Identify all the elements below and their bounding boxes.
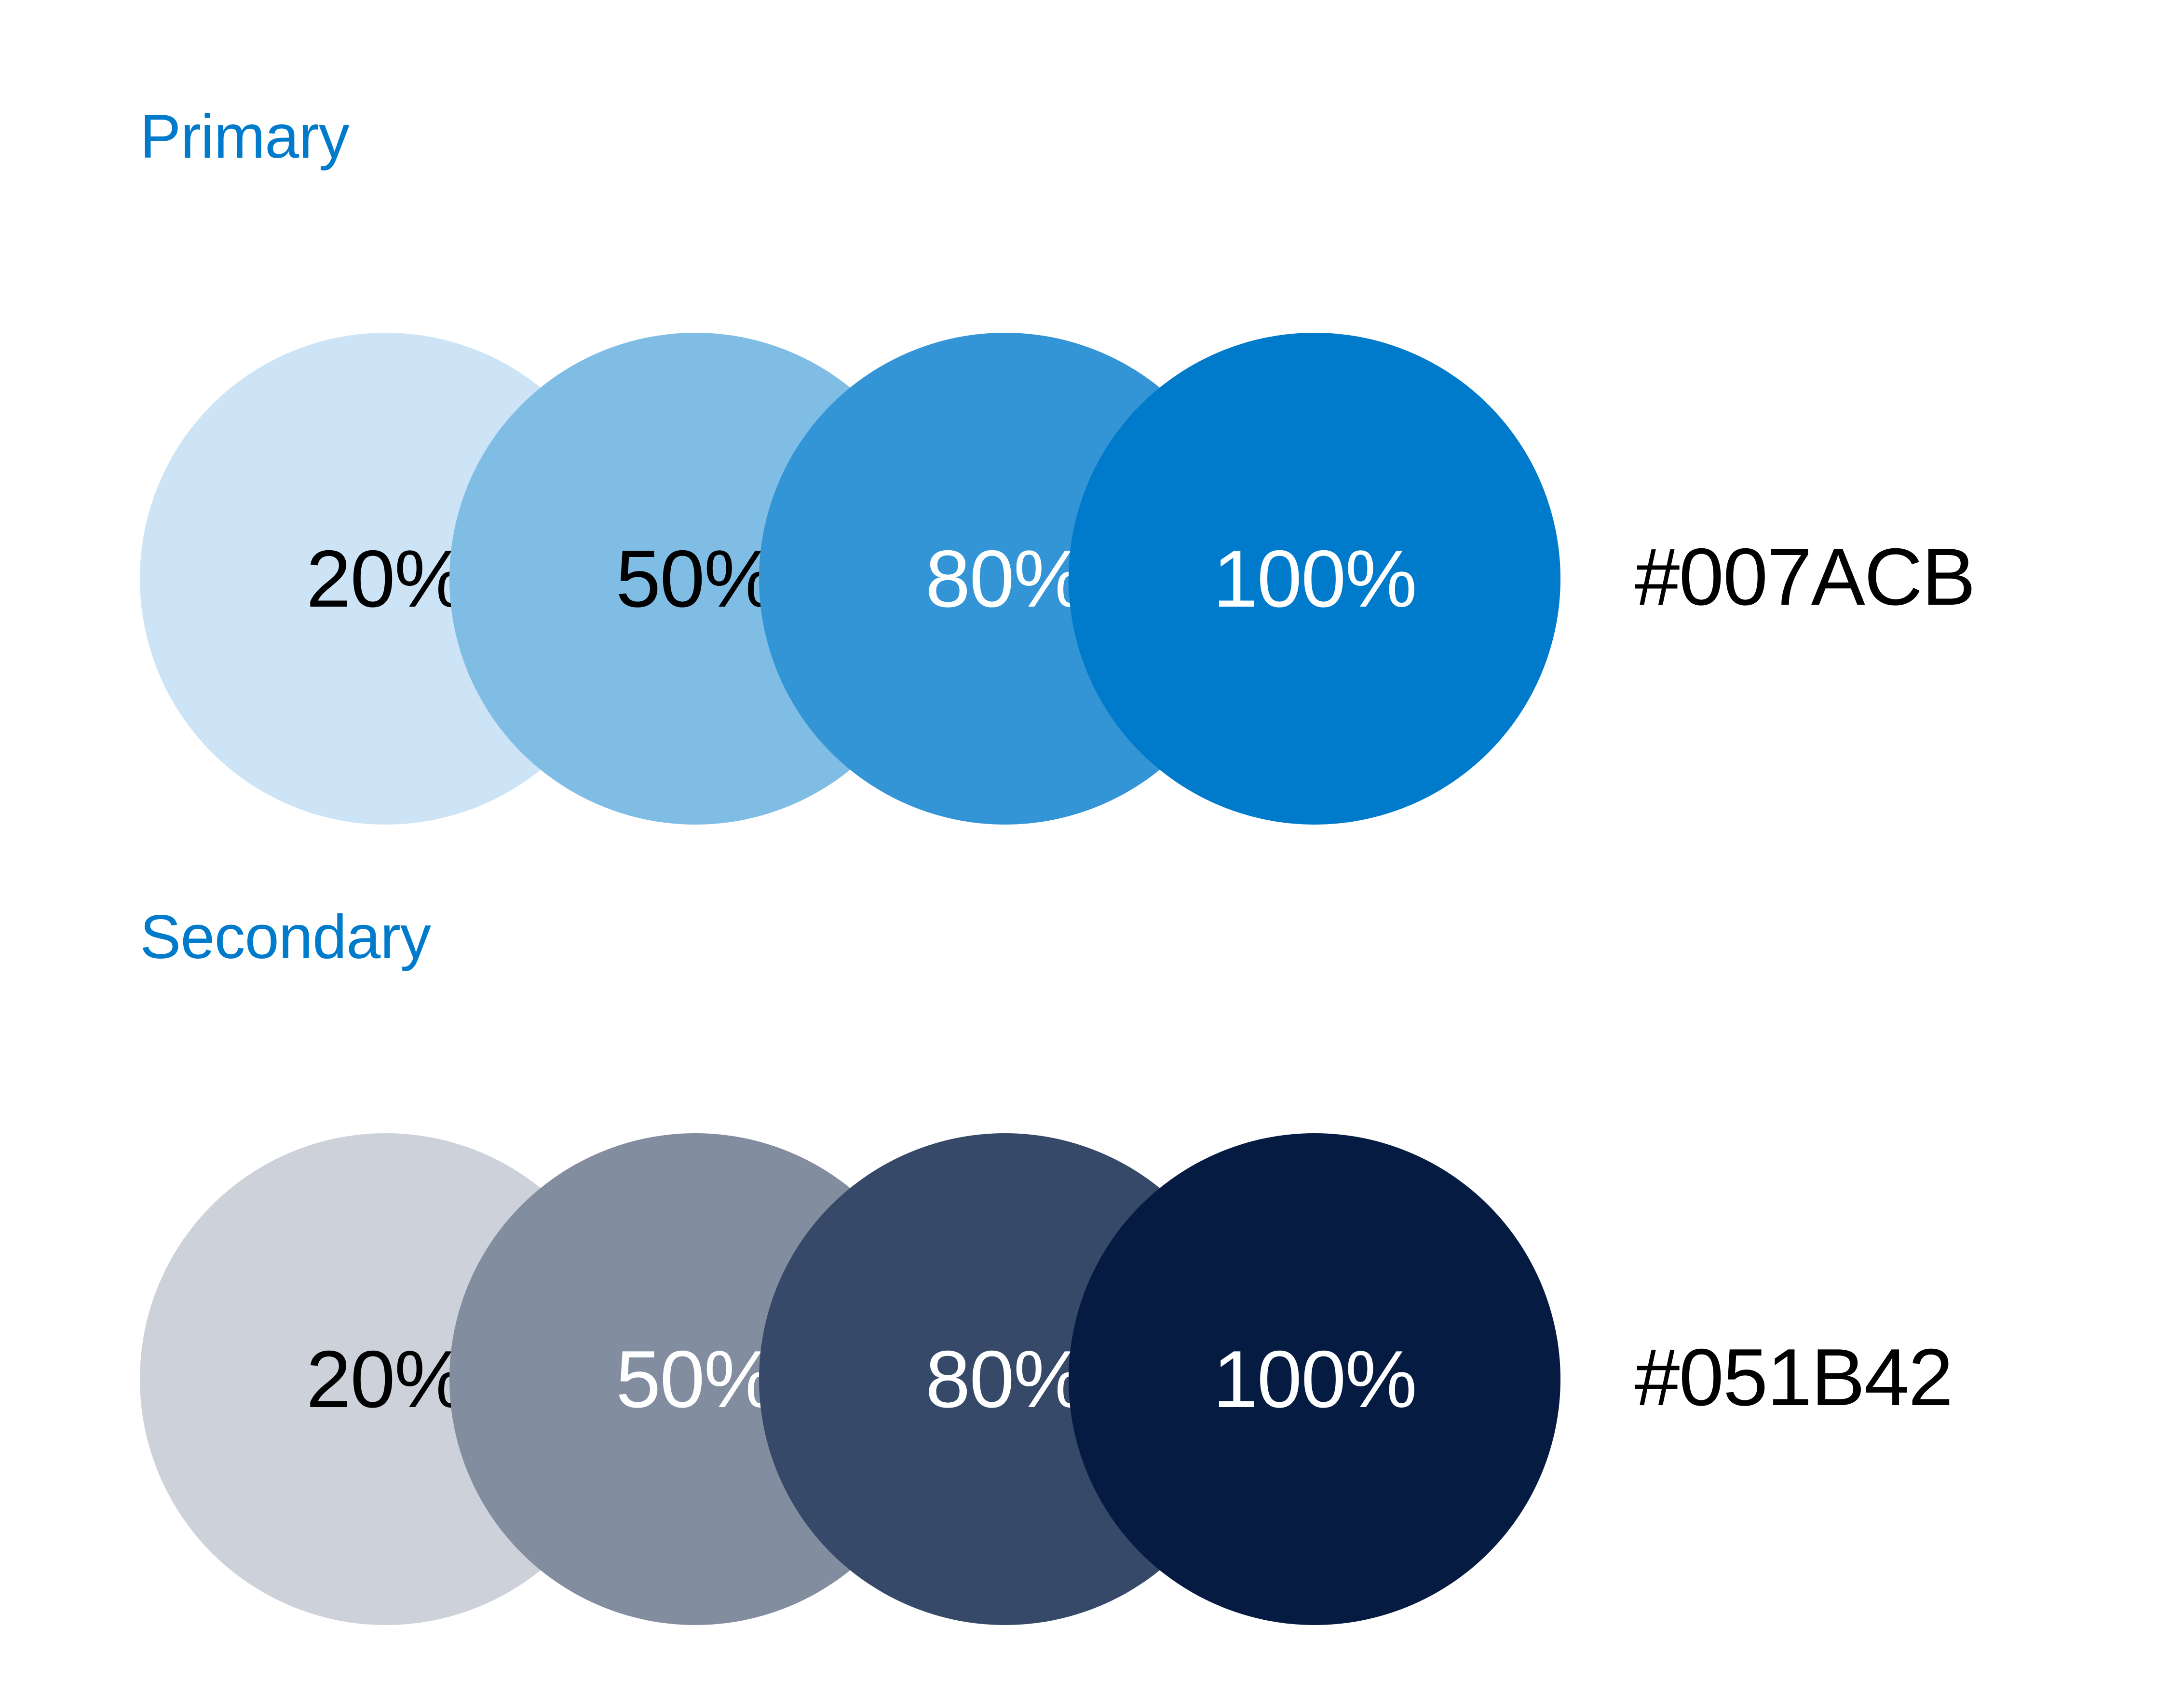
swatch-label: 20% (306, 1334, 466, 1424)
hex-code: #007ACB (1635, 531, 1976, 622)
swatch-label: 50% (615, 1334, 776, 1424)
primary-palette: Primary 20% 50% 80% 100% #007ACB (0, 0, 2170, 825)
swatch-label: 20% (306, 533, 466, 624)
swatch-label: 80% (925, 533, 1085, 624)
swatch-100: 100% (1069, 1133, 1560, 1625)
swatch-row: 20% 50% 80% 100% (0, 800, 2170, 1625)
swatch-100: 100% (1069, 333, 1560, 825)
swatch-row: 20% 50% 80% 100% (0, 0, 2170, 825)
swatch-label: 80% (925, 1334, 1085, 1424)
swatch-label: 100% (1213, 1334, 1417, 1424)
secondary-palette: Secondary 20% 50% 80% 100% #051B42 (0, 800, 2170, 1625)
swatch-label: 50% (615, 533, 776, 624)
hex-code: #051B42 (1635, 1332, 1953, 1423)
swatch-label: 100% (1213, 533, 1417, 624)
section-title: Secondary (140, 903, 431, 972)
section-title: Primary (140, 102, 350, 171)
